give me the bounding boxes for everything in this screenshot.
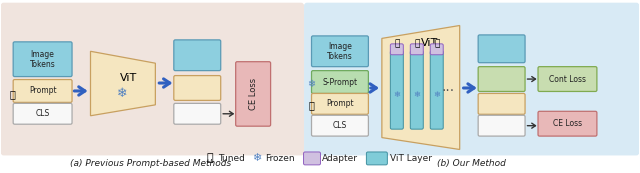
FancyBboxPatch shape bbox=[478, 115, 525, 136]
FancyBboxPatch shape bbox=[1, 3, 304, 156]
FancyBboxPatch shape bbox=[390, 51, 403, 129]
Text: Prompt: Prompt bbox=[29, 86, 56, 95]
Text: Frozen: Frozen bbox=[265, 154, 295, 163]
FancyBboxPatch shape bbox=[430, 44, 444, 55]
FancyBboxPatch shape bbox=[174, 40, 221, 71]
Text: CE Loss: CE Loss bbox=[553, 119, 582, 128]
Text: Image
Tokens: Image Tokens bbox=[327, 42, 353, 61]
FancyBboxPatch shape bbox=[538, 67, 597, 92]
Text: ❄: ❄ bbox=[117, 87, 127, 101]
Text: Cont Loss: Cont Loss bbox=[549, 75, 586, 84]
Text: CLS: CLS bbox=[35, 109, 50, 118]
FancyBboxPatch shape bbox=[312, 71, 369, 93]
Text: S-Prompt: S-Prompt bbox=[323, 78, 358, 86]
FancyBboxPatch shape bbox=[478, 67, 525, 92]
Polygon shape bbox=[382, 25, 460, 149]
FancyBboxPatch shape bbox=[312, 93, 369, 114]
Text: ❄: ❄ bbox=[252, 153, 262, 163]
FancyBboxPatch shape bbox=[478, 35, 525, 63]
Text: ···: ··· bbox=[441, 84, 454, 98]
FancyBboxPatch shape bbox=[174, 76, 221, 100]
Text: ViT: ViT bbox=[421, 38, 438, 48]
Text: (a) Previous Prompt-based Methods: (a) Previous Prompt-based Methods bbox=[70, 159, 231, 168]
Text: CLS: CLS bbox=[333, 121, 347, 130]
FancyBboxPatch shape bbox=[410, 44, 423, 55]
Text: ViT Layer: ViT Layer bbox=[390, 154, 432, 163]
FancyBboxPatch shape bbox=[478, 93, 525, 114]
Text: 🔥: 🔥 bbox=[394, 39, 399, 48]
FancyBboxPatch shape bbox=[174, 103, 221, 124]
Polygon shape bbox=[90, 51, 156, 116]
FancyBboxPatch shape bbox=[304, 3, 639, 156]
FancyBboxPatch shape bbox=[366, 152, 387, 165]
Text: 🔥: 🔥 bbox=[414, 39, 419, 48]
FancyBboxPatch shape bbox=[312, 115, 369, 136]
Text: CE Loss: CE Loss bbox=[249, 78, 258, 110]
FancyBboxPatch shape bbox=[410, 51, 423, 129]
Text: 🔥: 🔥 bbox=[207, 153, 214, 163]
Text: ❄: ❄ bbox=[413, 90, 420, 99]
Text: 🔥: 🔥 bbox=[434, 39, 440, 48]
Text: ❄: ❄ bbox=[433, 90, 440, 99]
Text: Image
Tokens: Image Tokens bbox=[29, 49, 56, 69]
FancyBboxPatch shape bbox=[390, 44, 403, 55]
Text: ❄: ❄ bbox=[394, 90, 401, 99]
Text: 🔥: 🔥 bbox=[308, 100, 314, 110]
FancyBboxPatch shape bbox=[13, 103, 72, 124]
FancyBboxPatch shape bbox=[430, 51, 444, 129]
Text: Prompt: Prompt bbox=[326, 99, 354, 108]
Text: Adapter: Adapter bbox=[322, 154, 358, 163]
FancyBboxPatch shape bbox=[538, 111, 597, 136]
Text: 🔥: 🔥 bbox=[10, 89, 15, 99]
Text: ❄: ❄ bbox=[307, 79, 315, 89]
Text: (b) Our Method: (b) Our Method bbox=[437, 159, 506, 168]
FancyBboxPatch shape bbox=[312, 36, 369, 67]
Text: Tuned: Tuned bbox=[218, 154, 245, 163]
FancyBboxPatch shape bbox=[13, 80, 72, 102]
Text: ViT: ViT bbox=[120, 73, 137, 83]
FancyBboxPatch shape bbox=[236, 62, 271, 126]
FancyBboxPatch shape bbox=[303, 152, 321, 165]
FancyBboxPatch shape bbox=[13, 42, 72, 77]
